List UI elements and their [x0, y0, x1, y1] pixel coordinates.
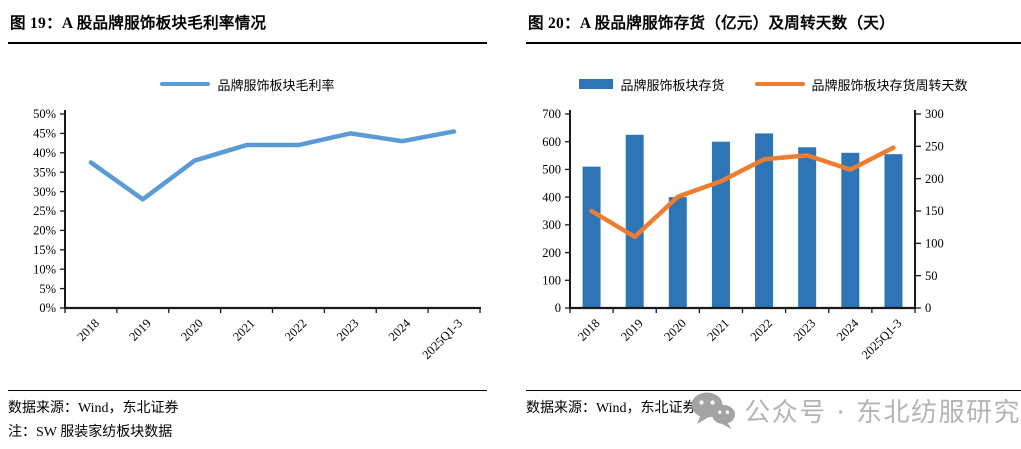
legend-line-swatch: [160, 81, 211, 87]
x-axis-label: 2023: [334, 316, 362, 344]
legend-label: 品牌服饰板块存货周转天数: [811, 77, 968, 93]
inventory-bar: [798, 147, 817, 308]
x-axis-label: 2021: [704, 316, 732, 344]
y-axis-label: 5%: [39, 282, 56, 296]
legend-item: 品牌服饰板块存货: [579, 75, 725, 94]
secondary-y-axis-label: 100: [925, 237, 944, 251]
legend-line-swatch: [754, 81, 805, 87]
inventory-bar: [625, 134, 644, 308]
inventory-bar: [668, 197, 687, 308]
legend-item: 品牌服饰板块存货周转天数: [754, 75, 968, 94]
y-axis-label: 100: [542, 273, 561, 287]
y-axis-label: 500: [542, 163, 561, 177]
y-axis-label: 45%: [33, 127, 56, 141]
inventory-bar: [711, 141, 730, 308]
y-axis-label: 15%: [33, 243, 56, 257]
data-line: [589, 145, 896, 240]
y-axis-label: 300: [542, 218, 561, 232]
inventory-bar: [755, 133, 774, 308]
inventory-bar: [582, 166, 601, 308]
figure-20-panel: 图 20：A 股品牌服饰存货（亿元）及周转天数（天） 品牌服饰板块存货 品牌服饰板…: [526, 8, 1021, 441]
legend-bar-swatch: [579, 79, 614, 89]
x-axis-label: 2019: [126, 316, 154, 344]
y-axis-label: 0: [555, 301, 561, 315]
figure-20-footer-divider: [526, 390, 1021, 391]
inventory-bar: [884, 154, 903, 308]
data-line: [88, 129, 457, 202]
y-axis-label: 700: [542, 107, 561, 121]
figure-20-title: 图 20：A 股品牌服饰存货（亿元）及周转天数（天）: [526, 8, 1021, 44]
x-axis-label: 2020: [178, 316, 206, 344]
y-axis-label: 200: [542, 246, 561, 260]
figure-19-legend: 品牌服饰板块毛利率: [8, 74, 487, 94]
x-axis-label: 2022: [282, 316, 310, 344]
legend-item: 品牌服饰板块毛利率: [160, 75, 335, 94]
x-axis-label: 2021: [230, 316, 258, 344]
figure-20-legend: 品牌服饰板块存货 品牌服饰板块存货周转天数: [526, 74, 1021, 94]
secondary-y-axis-label: 0: [925, 301, 931, 315]
figure-19-note: 注：SW 服装家纺板块数据: [8, 425, 173, 440]
inventory-bar: [841, 152, 860, 308]
y-axis-label: 40%: [33, 146, 56, 160]
y-axis-label: 600: [542, 135, 561, 149]
y-axis-label: 50%: [33, 107, 56, 121]
x-axis-label: 2023: [791, 316, 819, 344]
figure-19-panel: 图 19：A 股品牌服饰板块毛利率情况 品牌服饰板块毛利率 0% 5% 10% 15%…: [8, 8, 487, 441]
figure-19-chart: 0% 5% 10% 15% 20% 25% 30% 35% 40% 45% 50% 2018 2019 2…: [33, 107, 481, 362]
x-axis-label: 2025Q1-3: [419, 316, 465, 362]
y-axis-label: 400: [542, 190, 561, 204]
x-axis-label: 2019: [618, 316, 646, 344]
secondary-y-axis-label: 150: [925, 204, 944, 218]
x-axis-label: 2020: [661, 316, 689, 344]
figure-20-source: 数据来源：Wind，东北证券: [526, 401, 697, 416]
y-axis-label: 30%: [33, 185, 56, 199]
secondary-y-axis-label: 250: [925, 140, 944, 154]
y-axis-label: 35%: [33, 165, 56, 179]
x-axis-label: 2024: [834, 316, 862, 344]
y-axis-label: 25%: [33, 204, 56, 218]
secondary-y-axis-label: 300: [925, 107, 944, 121]
secondary-y-axis-label: 200: [925, 172, 944, 186]
legend-label: 品牌服饰板块存货: [620, 77, 725, 93]
x-axis-label: 2018: [575, 316, 603, 344]
figure-19-source: 数据来源：Wind，东北证券: [8, 401, 179, 416]
x-axis-label: 2025Q1-3: [859, 316, 905, 362]
y-axis-label: 10%: [33, 262, 56, 276]
x-axis-label: 2024: [386, 316, 414, 344]
legend-label: 品牌服饰板块毛利率: [217, 77, 335, 93]
y-axis-label: 20%: [33, 224, 56, 238]
x-axis-label: 2018: [74, 316, 102, 344]
secondary-y-axis-label: 50: [925, 269, 938, 283]
figure-20-chart: 0 100 200 300 400 500 600 700 0 50 100 150 200 250 300…: [542, 107, 944, 362]
figure-19-footer-divider: [8, 390, 487, 391]
figure-19-title: 图 19：A 股品牌服饰板块毛利率情况: [8, 8, 487, 44]
y-axis-label: 0%: [39, 301, 56, 315]
x-axis-label: 2022: [748, 316, 776, 344]
